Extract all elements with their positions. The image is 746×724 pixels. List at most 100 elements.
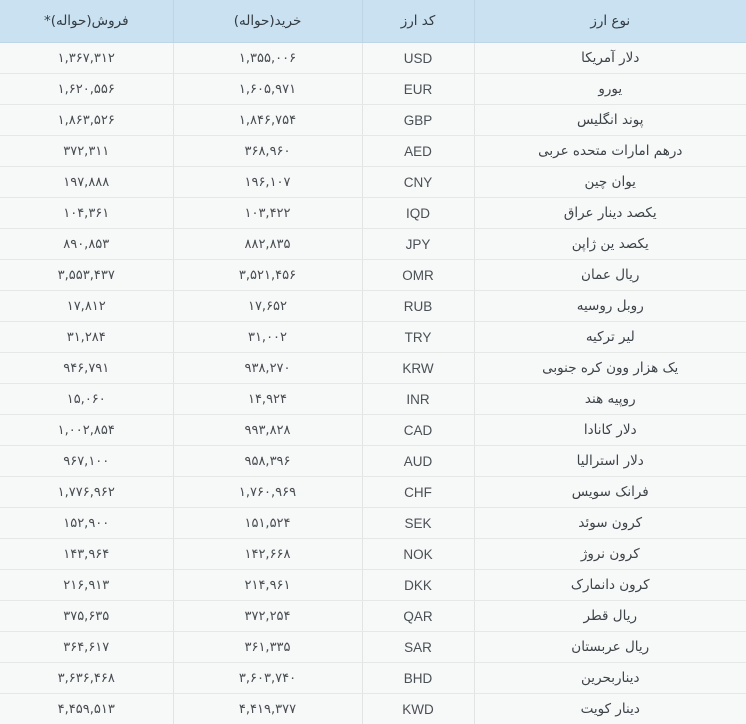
buy-rate-cell: ۴,۴۱۹,۳۷۷ [173,694,362,724]
sell-rate-cell: ۳۷۲,۳۱۱ [0,136,173,167]
sell-rate-cell: ۳۷۵,۶۳۵ [0,601,173,632]
currency-code-cell: NOK [362,539,474,570]
buy-rate-cell: ۸۸۲,۸۳۵ [173,229,362,260]
buy-rate-cell: ۱۴,۹۲۴ [173,384,362,415]
currency-name-cell: فرانک سویس [474,477,746,508]
currency-code-cell: KRW [362,353,474,384]
currency-name-cell: یکصد ین ژاپن [474,229,746,260]
currency-name-cell: یکصد دینار عراق [474,198,746,229]
currency-name-cell: روپیه هند [474,384,746,415]
currency-code-cell: EUR [362,74,474,105]
currency-name-cell: ریال عمان [474,260,746,291]
currency-name-cell: کرون سوئد [474,508,746,539]
sell-rate-cell: ۱,۸۶۳,۵۲۶ [0,105,173,136]
column-header-buy-rate: خرید(حواله) [173,0,362,43]
buy-rate-cell: ۹۳۸,۲۷۰ [173,353,362,384]
buy-rate-cell: ۱۵۱,۵۲۴ [173,508,362,539]
buy-rate-cell: ۱,۶۰۵,۹۷۱ [173,74,362,105]
currency-code-cell: INR [362,384,474,415]
buy-rate-cell: ۱,۳۵۵,۰۰۶ [173,43,362,74]
currency-name-cell: دلار استرالیا [474,446,746,477]
sell-rate-cell: ۳,۶۳۶,۴۶۸ [0,663,173,694]
sell-rate-cell: ۱۵,۰۶۰ [0,384,173,415]
currency-name-cell: ریال قطر [474,601,746,632]
sell-rate-cell: ۱,۶۲۰,۵۵۶ [0,74,173,105]
buy-rate-cell: ۹۵۸,۳۹۶ [173,446,362,477]
table-header-row: نوع ارز کد ارز خرید(حواله) فروش(حواله)* [0,0,746,43]
currency-code-cell: USD [362,43,474,74]
sell-rate-cell: ۱۷,۸۱۲ [0,291,173,322]
currency-name-cell: یورو [474,74,746,105]
currency-code-cell: KWD [362,694,474,724]
column-header-sell-rate: فروش(حواله)* [0,0,173,43]
currency-code-cell: SAR [362,632,474,663]
buy-rate-cell: ۱۹۶,۱۰۷ [173,167,362,198]
sell-rate-cell: ۹۶۷,۱۰۰ [0,446,173,477]
currency-code-cell: BHD [362,663,474,694]
sell-rate-cell: ۸۹۰,۸۵۳ [0,229,173,260]
column-header-currency-code: کد ارز [362,0,474,43]
currency-code-cell: RUB [362,291,474,322]
buy-rate-cell: ۹۹۳,۸۲۸ [173,415,362,446]
currency-code-cell: AED [362,136,474,167]
buy-rate-cell: ۲۱۴,۹۶۱ [173,570,362,601]
buy-rate-cell: ۱۷,۶۵۲ [173,291,362,322]
currency-name-cell: درهم امارات متحده عربی [474,136,746,167]
currency-code-cell: QAR [362,601,474,632]
buy-rate-cell: ۳۷۲,۲۵۴ [173,601,362,632]
sell-rate-cell: ۳۱,۲۸۴ [0,322,173,353]
sell-rate-cell: ۱۰۴,۳۶۱ [0,198,173,229]
currency-code-cell: DKK [362,570,474,601]
currency-name-cell: دیناربحرین [474,663,746,694]
sell-rate-cell: ۱,۳۶۷,۳۱۲ [0,43,173,74]
sell-rate-cell: ۱,۷۷۶,۹۶۲ [0,477,173,508]
currency-name-cell: دینار کویت [474,694,746,724]
currency-code-cell: CHF [362,477,474,508]
currency-name-cell: کرون نروژ [474,539,746,570]
currency-name-cell: کرون دانمارک [474,570,746,601]
buy-rate-cell: ۳,۶۰۳,۷۴۰ [173,663,362,694]
sell-rate-cell: ۱,۰۰۲,۸۵۴ [0,415,173,446]
buy-rate-cell: ۳۶۸,۹۶۰ [173,136,362,167]
buy-rate-cell: ۳۱,۰۰۲ [173,322,362,353]
currency-code-cell: GBP [362,105,474,136]
currency-code-cell: AUD [362,446,474,477]
sell-rate-cell: ۱۴۳,۹۶۴ [0,539,173,570]
buy-rate-cell: ۳۶۱,۳۳۵ [173,632,362,663]
buy-rate-cell: ۳,۵۲۱,۴۵۶ [173,260,362,291]
currency-name-cell: ریال عربستان [474,632,746,663]
currency-code-cell: IQD [362,198,474,229]
currency-code-cell: CNY [362,167,474,198]
buy-rate-cell: ۱,۷۶۰,۹۶۹ [173,477,362,508]
table-header: نوع ارز کد ارز خرید(حواله) فروش(حواله)* [0,0,746,43]
currency-code-cell: SEK [362,508,474,539]
currency-name-cell: لیر ترکیه [474,322,746,353]
currency-name-cell: دلار آمریکا [474,43,746,74]
buy-rate-cell: ۱۰۳,۴۲۲ [173,198,362,229]
sell-rate-cell: ۳,۵۵۳,۴۳۷ [0,260,173,291]
sell-rate-cell: ۳۶۴,۶۱۷ [0,632,173,663]
buy-rate-cell: ۱۴۲,۶۶۸ [173,539,362,570]
currency-name-cell: یک هزار وون کره جنوبی [474,353,746,384]
sell-rate-cell: ۴,۴۵۹,۵۱۳ [0,694,173,724]
currency-code-cell: CAD [362,415,474,446]
